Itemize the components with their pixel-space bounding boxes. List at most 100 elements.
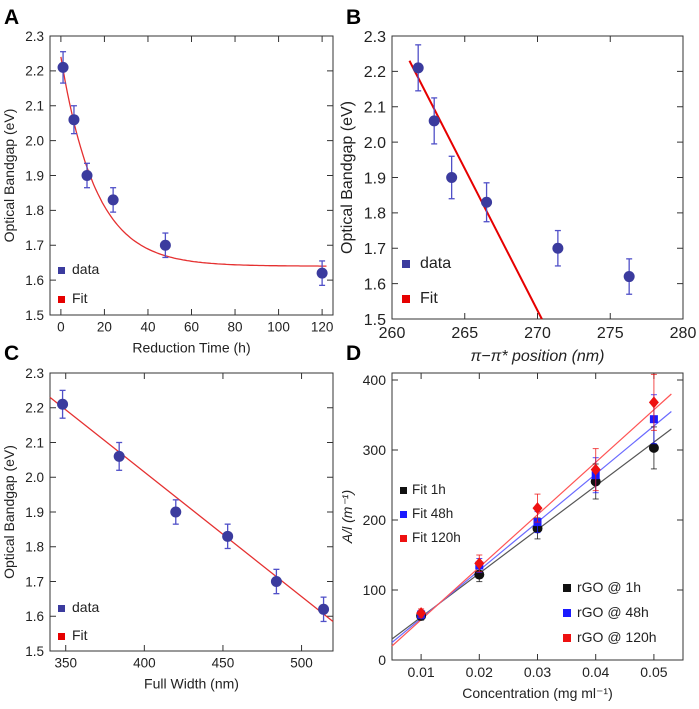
fit-line bbox=[49, 396, 334, 622]
y-tick-label: 2.2 bbox=[25, 401, 44, 416]
panel-d-absorbance-vs-concentration: 0.01 0.02 0.03 0.04 0.05 0 100 200 300 400 Concent… bbox=[339, 372, 684, 701]
data-point bbox=[412, 62, 424, 74]
y-tick-label: 2.0 bbox=[364, 135, 386, 152]
y-tick-label: 1.9 bbox=[25, 168, 44, 183]
y-tick-label: 1.7 bbox=[25, 238, 44, 253]
data-point bbox=[113, 450, 125, 462]
y-tick-label: 0 bbox=[378, 652, 386, 668]
legend-data-label: rGO @ 120h bbox=[577, 629, 657, 645]
legend-fit-swatch bbox=[58, 296, 65, 303]
y-tick-label: 2.2 bbox=[25, 64, 44, 79]
y-tick-label: 2.1 bbox=[25, 99, 44, 114]
fit-line bbox=[408, 60, 543, 320]
y-tick-label: 2.3 bbox=[364, 29, 386, 46]
y-tick-label: 300 bbox=[363, 442, 387, 458]
legend-fit-label: Fit bbox=[72, 290, 88, 306]
plot-frame bbox=[391, 35, 684, 320]
data-point bbox=[222, 530, 234, 542]
data-point bbox=[107, 194, 119, 206]
x-tick-label: 60 bbox=[184, 320, 199, 335]
y-tick-label: 400 bbox=[363, 372, 387, 388]
y-tick-label: 1.5 bbox=[364, 312, 386, 329]
legend-fit-swatch-black bbox=[400, 487, 407, 494]
y-tick-label: 2.0 bbox=[25, 133, 44, 148]
x-tick-label: 0.05 bbox=[640, 664, 667, 680]
y-tick-label: 1.5 bbox=[25, 644, 44, 659]
y-tick-label: 100 bbox=[363, 582, 387, 598]
legend-data-swatch bbox=[58, 605, 65, 612]
panel-c-bandgap-vs-full-width: 350 400 450 500 1.5 1.6 1.7 1.8 1.9 2.0 2.1 2.2 2.3 F… bbox=[1, 366, 334, 692]
data-point bbox=[428, 115, 440, 127]
x-tick-label: 40 bbox=[140, 320, 155, 335]
data-point bbox=[57, 398, 69, 410]
y-tick-label: 1.7 bbox=[25, 574, 44, 589]
y-axis-label: A/l (m⁻¹) bbox=[339, 490, 355, 544]
x-tick-label: 0 bbox=[57, 320, 65, 335]
y-tick-label: 1.8 bbox=[25, 203, 44, 218]
legend-fit-swatch bbox=[58, 633, 65, 640]
y-tick-label: 1.9 bbox=[364, 170, 386, 187]
x-tick-label: 120 bbox=[311, 320, 334, 335]
x-tick-label: 500 bbox=[290, 656, 313, 671]
y-tick-label: 1.9 bbox=[25, 505, 44, 520]
y-tick-label: 2.1 bbox=[364, 100, 386, 117]
y-tick-label: 1.8 bbox=[364, 206, 386, 223]
panel-label-c: C bbox=[4, 342, 19, 365]
data-point bbox=[446, 172, 458, 183]
data-point bbox=[170, 506, 182, 518]
y-tick-label: 1.6 bbox=[25, 609, 44, 624]
x-tick-label: 0.03 bbox=[524, 664, 551, 680]
y-axis-label: Optical Bandgap (eV) bbox=[1, 109, 17, 243]
x-axis-label: Concentration (mg ml⁻¹) bbox=[462, 685, 613, 701]
panel-b-bandgap-vs-pi-position: 260 265 270 275 280 1.5 1.6 1.7 1.8 1.9 2.0 2.1 2.2 2… bbox=[339, 29, 696, 365]
x-axis-label: Full Width (nm) bbox=[144, 676, 239, 692]
panel-a-bandgap-vs-time: 0 20 40 60 80 100 120 1.5 1.6 1.7 1.8 1.9 2.0 2.1 2.2 2… bbox=[1, 29, 334, 356]
panel-label-b: B bbox=[346, 6, 361, 29]
data-point bbox=[318, 603, 330, 615]
x-tick-label: 400 bbox=[133, 656, 156, 671]
x-tick-label: 265 bbox=[451, 325, 478, 342]
x-axis-label: π−π* position (nm) bbox=[471, 348, 605, 365]
y-tick-label: 1.6 bbox=[364, 276, 386, 293]
x-tick-label: 0.02 bbox=[466, 664, 493, 680]
x-tick-label: 0.01 bbox=[407, 664, 434, 680]
x-tick-label: 450 bbox=[212, 656, 235, 671]
y-tick-label: 1.8 bbox=[25, 540, 44, 555]
x-tick-label: 260 bbox=[379, 325, 406, 342]
data-point bbox=[552, 242, 564, 254]
fit-line-red bbox=[391, 393, 672, 647]
legend-fit-swatch-red bbox=[400, 535, 407, 542]
data-point bbox=[81, 170, 93, 181]
legend-data-swatch-red bbox=[563, 634, 571, 642]
x-tick-label: 20 bbox=[97, 320, 112, 335]
x-axis-label: Reduction Time (h) bbox=[132, 340, 250, 356]
y-tick-label: 1.5 bbox=[25, 308, 44, 323]
y-tick-label: 2.3 bbox=[25, 29, 44, 44]
panel-label-a: A bbox=[4, 6, 19, 29]
legend-fit-swatch bbox=[402, 295, 410, 303]
data-point-red bbox=[416, 607, 427, 620]
x-tick-label: 270 bbox=[524, 325, 551, 342]
data-point-red bbox=[590, 463, 601, 476]
panel-label-d: D bbox=[346, 342, 361, 365]
data-point bbox=[481, 196, 493, 208]
y-tick-label: 2.2 bbox=[364, 64, 386, 81]
x-tick-label: 0.04 bbox=[582, 664, 609, 680]
data-point-red bbox=[648, 396, 659, 409]
data-point-red bbox=[532, 502, 543, 515]
y-tick-label: 200 bbox=[363, 512, 387, 528]
legend-fit-label: Fit bbox=[420, 290, 438, 307]
y-tick-label: 2.1 bbox=[25, 435, 44, 450]
y-tick-label: 2.3 bbox=[25, 366, 44, 381]
data-point bbox=[316, 267, 328, 279]
legend-data-label: rGO @ 48h bbox=[577, 604, 649, 620]
data-point-black bbox=[648, 442, 659, 453]
x-tick-label: 100 bbox=[267, 320, 290, 335]
y-tick-label: 1.6 bbox=[25, 273, 44, 288]
y-axis-label: Optical Bandgap (eV) bbox=[339, 101, 356, 254]
y-axis-label: Optical Bandgap (eV) bbox=[1, 445, 17, 579]
data-point bbox=[270, 576, 282, 587]
legend-fit-label: Fit 48h bbox=[412, 506, 453, 521]
fit-curve bbox=[60, 56, 327, 267]
legend-data-swatch-blue bbox=[563, 609, 571, 617]
